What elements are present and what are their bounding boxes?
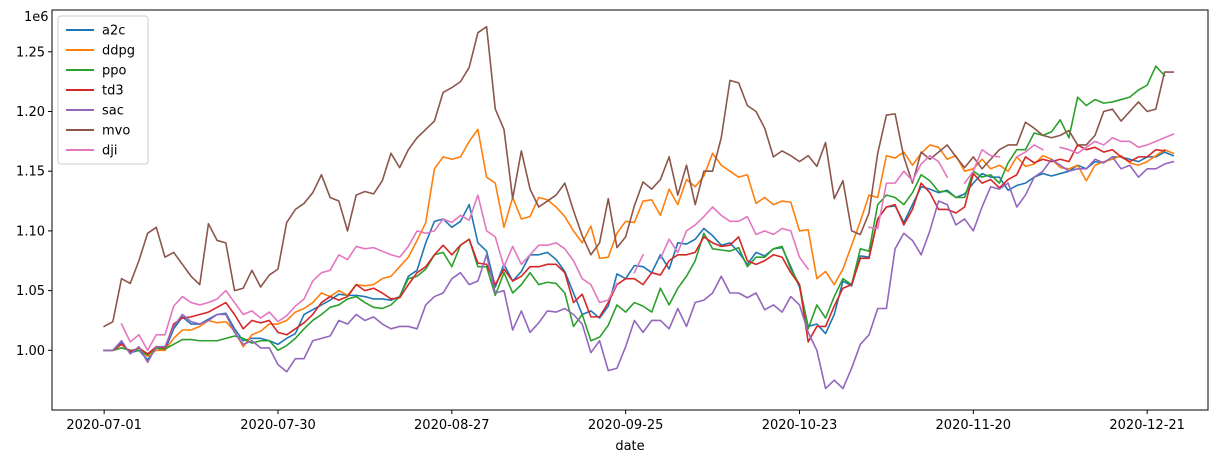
series-line-ddpg xyxy=(103,128,1175,358)
y-tick-label: 1.05 xyxy=(16,284,45,299)
y-tick-label: 1.25 xyxy=(16,45,45,60)
x-axis: 2020-07-01 2020-07-30 2020-08-27 2020-09-25… xyxy=(66,410,1185,433)
plot-frame xyxy=(51,9,1209,411)
legend-label: td3 xyxy=(102,84,124,99)
legend-label: sac xyxy=(102,104,124,119)
series-layer xyxy=(103,25,1175,390)
series-line-td3 xyxy=(103,144,1166,355)
legend-label: dji xyxy=(102,144,117,159)
series-line-ppo xyxy=(103,65,1166,356)
x-tick-label: 2020-08-27 xyxy=(414,418,490,433)
x-tick-label: 2020-07-01 xyxy=(66,418,142,433)
y-tick-label: 1.00 xyxy=(16,344,45,359)
y-offset-text: 1e6 xyxy=(24,10,49,25)
x-tick-label: 2020-12-21 xyxy=(1109,418,1185,433)
legend: a2c ddpg ppo td3 sac mvo dji xyxy=(57,15,149,165)
legend-label: ppo xyxy=(102,64,127,79)
series-line-sac xyxy=(103,156,1175,390)
x-tick-label: 2020-09-25 xyxy=(588,418,664,433)
x-axis-title: date xyxy=(615,439,644,454)
legend-label: a2c xyxy=(102,24,125,39)
y-tick-label: 1.15 xyxy=(16,165,45,180)
legend-label: ddpg xyxy=(102,44,135,59)
y-tick-label: 1.10 xyxy=(16,224,45,239)
y-tick-label: 1.20 xyxy=(16,105,45,120)
series-line-mvo xyxy=(103,25,1175,328)
x-tick-label: 2020-10-23 xyxy=(762,418,838,433)
legend-box xyxy=(57,15,149,165)
legend-label: mvo xyxy=(102,124,130,139)
x-tick-label: 2020-11-20 xyxy=(936,418,1012,433)
x-tick-label: 2020-07-30 xyxy=(240,418,316,433)
series-line-dji xyxy=(120,133,1175,352)
series-line-a2c xyxy=(103,151,1175,361)
y-axis: 1.00 1.05 1.10 1.15 1.20 1.25 xyxy=(16,45,52,359)
